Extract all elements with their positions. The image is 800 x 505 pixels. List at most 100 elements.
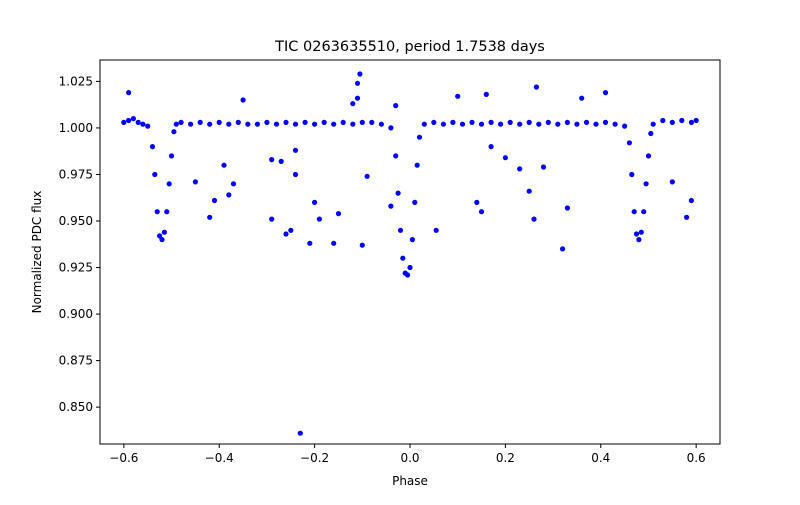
data-point [650,121,656,127]
x-tick-label: 0.2 [496,451,515,465]
data-point [583,119,590,125]
data-point [292,147,299,153]
data-point [230,181,237,187]
data-point [405,272,411,278]
data-point [297,430,303,436]
y-tick-label: 0.875 [59,354,93,368]
data-point [393,153,399,159]
data-point [126,117,132,124]
data-point [159,237,165,243]
data-point [498,121,504,127]
data-point [188,121,194,127]
data-point [235,119,241,125]
data-point [164,209,170,215]
x-tick-label: −0.4 [205,451,234,465]
data-point [216,119,222,125]
data-point [121,119,127,125]
data-point [431,119,437,125]
y-tick-label: 1.000 [59,121,93,135]
data-point [641,209,647,215]
data-point [564,205,571,211]
y-axis-label: Normalized PDC flux [30,191,44,314]
data-point [602,90,609,96]
data-point [478,121,485,127]
data-point [135,119,141,125]
data-point [161,229,167,235]
data-point [166,181,172,187]
data-point [474,199,480,205]
y-tick-label: 0.850 [59,400,93,414]
data-point [507,119,513,125]
data-point [660,117,666,124]
data-point [517,121,523,127]
data-point [359,119,365,125]
data-point [531,216,537,222]
data-point [669,119,675,125]
data-point [488,119,494,125]
data-point [145,123,151,129]
data-point [414,162,420,168]
data-point [393,103,399,109]
data-point [226,121,232,127]
data-point [378,121,384,127]
data-point [157,233,163,239]
data-point [240,97,246,103]
data-point [395,190,401,196]
data-point [693,117,699,124]
data-point [154,209,160,215]
data-point [197,119,203,125]
data-point [316,216,322,222]
data-point [626,140,633,146]
data-point [357,71,363,77]
data-point [455,93,461,99]
y-tick-label: 0.925 [59,261,93,275]
data-point [564,119,571,125]
data-point [633,231,640,237]
data-points [121,71,699,436]
data-point [631,209,637,215]
data-point [602,119,609,125]
data-point [369,119,375,125]
data-point [226,192,232,198]
data-point [555,121,561,127]
x-tick-label: 0.6 [687,451,706,465]
data-point [688,197,695,204]
data-point [354,95,361,101]
x-tick-label: −0.6 [109,451,138,465]
x-axis-label: Phase [392,474,428,488]
data-point [612,121,618,127]
data-point [397,227,404,233]
data-point [459,121,466,127]
data-point [545,119,551,125]
data-point [149,144,156,150]
data-point [207,121,213,127]
data-point [126,90,132,96]
data-point [168,153,175,159]
data-point [269,157,275,163]
data-point [359,242,365,248]
data-point [152,171,158,178]
data-point [312,199,318,205]
data-point [178,119,184,125]
data-point [288,227,294,233]
data-point [421,121,427,127]
data-point [350,101,356,107]
data-point [331,121,337,127]
data-point [292,171,299,178]
data-point [643,181,649,187]
data-point [560,246,566,252]
data-point [526,119,532,125]
y-tick-label: 0.975 [59,167,93,181]
data-point [407,264,413,271]
data-point [433,227,439,233]
data-point [483,91,489,97]
data-point [278,158,284,164]
data-point [130,116,136,122]
data-point [648,130,654,137]
data-point [478,209,485,215]
data-point [526,188,532,194]
data-point [629,171,635,178]
